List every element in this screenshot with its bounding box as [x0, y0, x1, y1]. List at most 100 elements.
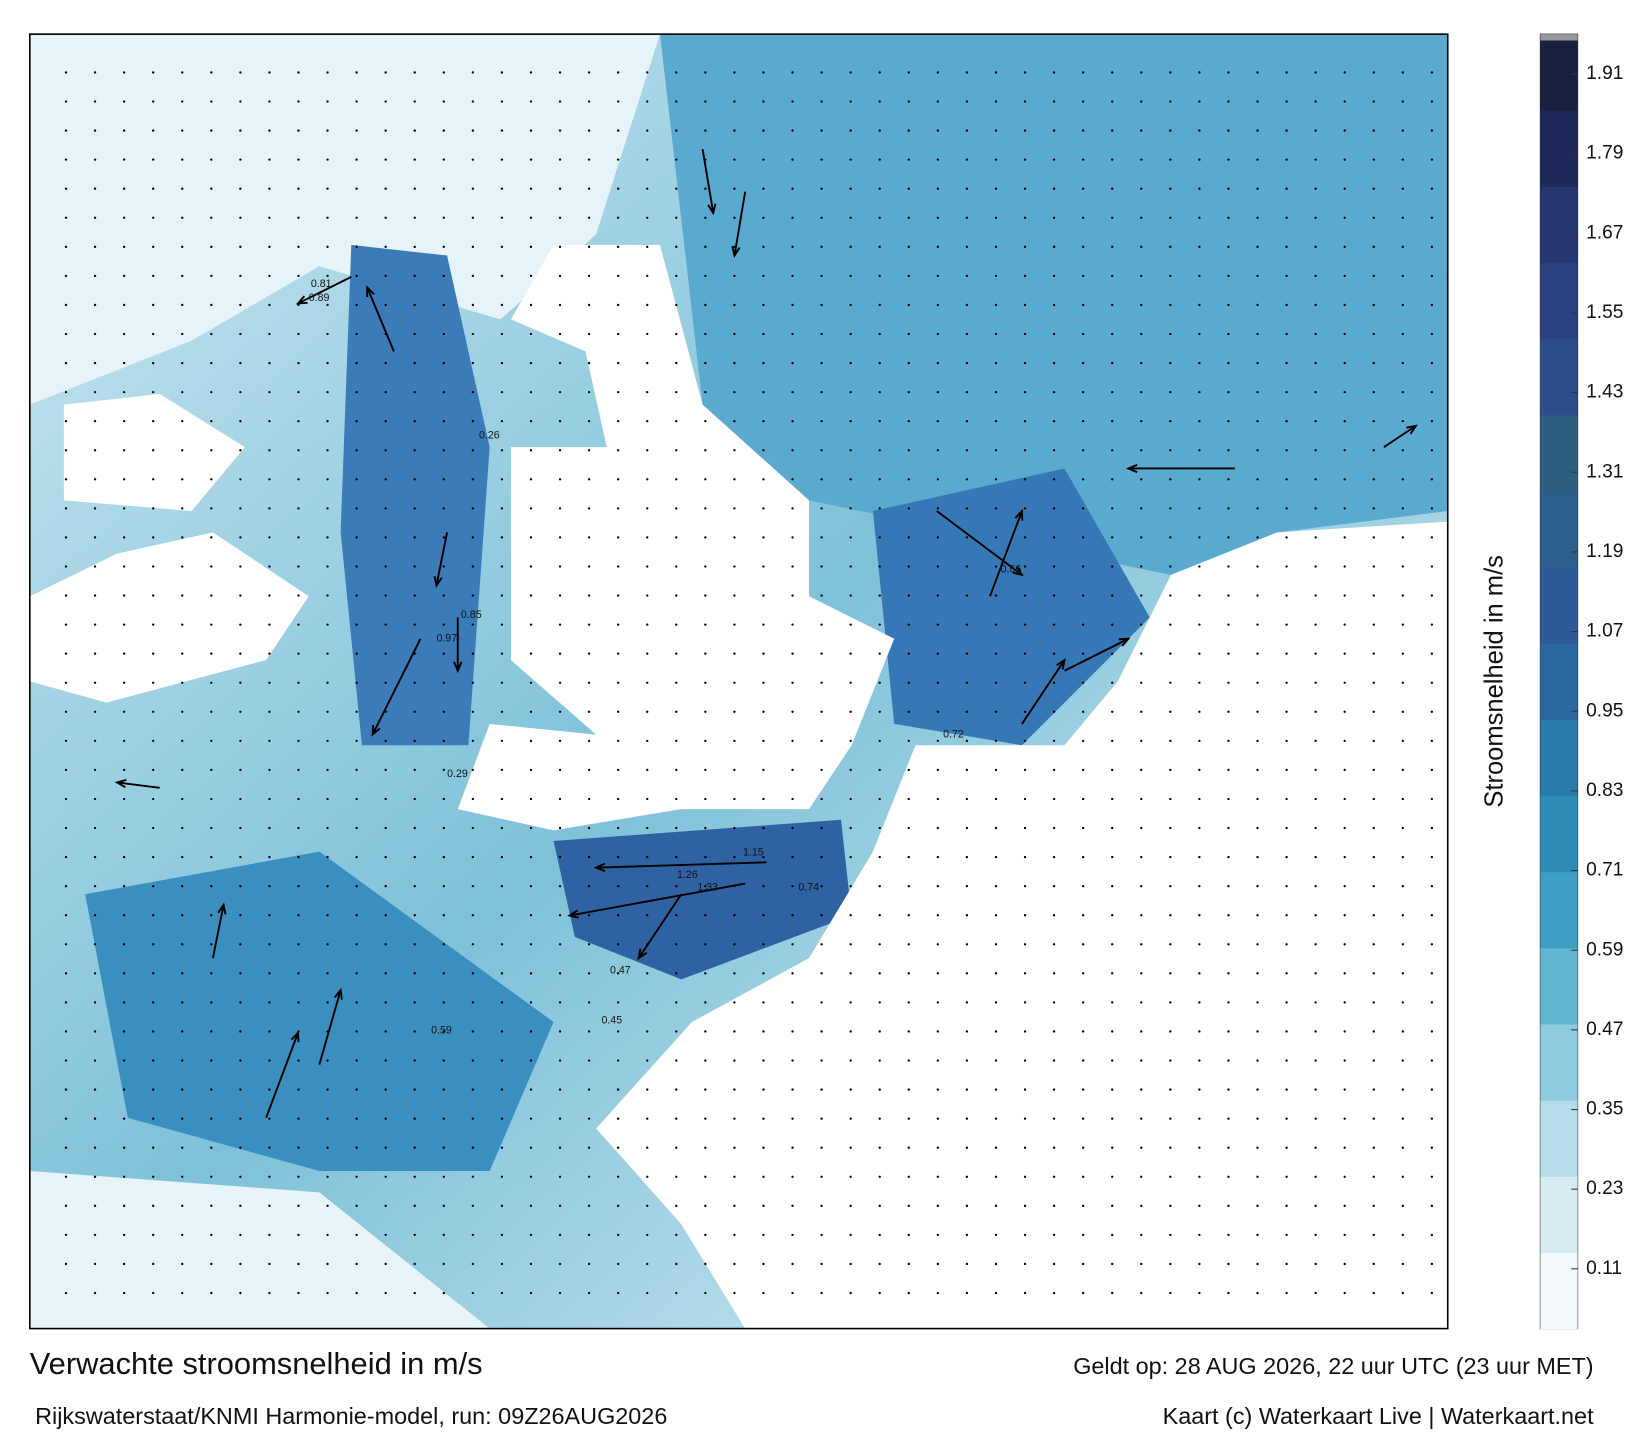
grid-dot [442, 681, 445, 684]
grid-dot [1256, 332, 1259, 336]
grid-dot [529, 855, 533, 859]
grid-dot [93, 594, 97, 597]
grid-dot [1430, 681, 1434, 684]
grid-dot [268, 1001, 271, 1004]
grid-dot [1111, 884, 1114, 888]
grid-dot [500, 1030, 504, 1033]
grid-dot [442, 100, 445, 103]
grid-dot [1023, 710, 1027, 713]
grid-dot [1198, 216, 1201, 219]
grid-dot [1169, 158, 1172, 161]
grid-dot [297, 507, 300, 510]
colorbar-tick-label: 0.71 [1586, 860, 1623, 881]
grid-dot [587, 855, 591, 859]
grid-dot [965, 129, 969, 132]
grid-dot [1314, 536, 1317, 539]
grid-dot [1169, 1059, 1172, 1062]
grid-dot [907, 361, 910, 365]
grid-dot [1256, 100, 1259, 103]
valid-time: Geldt op: 28 AUG 2026, 22 uur UTC (23 uu… [1073, 1353, 1593, 1379]
grid-dot [355, 216, 358, 219]
grid-dot [1111, 216, 1114, 219]
grid-dot [64, 972, 68, 975]
grid-dot [471, 274, 475, 278]
grid-dot [1314, 826, 1317, 830]
grid-dot [1227, 972, 1230, 975]
grid-dot [820, 710, 823, 713]
grid-dot [994, 710, 998, 713]
grid-dot [122, 245, 126, 248]
grid-dot [762, 1001, 765, 1004]
grid-dot [122, 943, 126, 946]
grid-dot [646, 855, 649, 859]
grid-dot [1081, 1233, 1085, 1237]
grid-dot [500, 943, 504, 946]
grid-dot [413, 449, 416, 452]
grid-dot [1140, 507, 1143, 510]
grid-dot [1111, 361, 1114, 365]
grid-dot [849, 1088, 852, 1091]
grid-dot [1314, 361, 1317, 365]
grid-dot [1430, 1291, 1434, 1295]
grid-dot [181, 1204, 184, 1208]
grid-dot [1314, 1030, 1317, 1033]
grid-dot [500, 1117, 504, 1120]
grid-dot [965, 855, 969, 859]
grid-dot [994, 1175, 998, 1178]
grid-dot [1372, 739, 1375, 743]
grid-dot [1430, 536, 1434, 539]
grid-dot [646, 884, 649, 888]
grid-dot [878, 652, 881, 655]
grid-dot [355, 507, 358, 510]
land [596, 521, 1448, 1329]
grid-dot [762, 739, 765, 743]
grid-dot [1430, 914, 1434, 917]
grid-dot [878, 1030, 881, 1033]
grid-dot [1023, 216, 1027, 219]
grid-dot [1372, 623, 1375, 626]
grid-dot [1023, 855, 1027, 859]
grid-dot [210, 768, 213, 772]
grid-dot [1198, 129, 1201, 132]
grid-dot [587, 565, 591, 568]
grid-dot [762, 507, 765, 510]
grid-dot [1169, 1088, 1172, 1091]
grid-dot [820, 1175, 823, 1178]
grid-dot [587, 71, 591, 74]
grid-dot [152, 216, 155, 219]
grid-dot [210, 1233, 213, 1237]
grid-dot [1023, 594, 1027, 597]
grid-dot [1343, 449, 1346, 452]
grid-dot [994, 826, 998, 830]
grid-dot [1227, 1175, 1230, 1178]
grid-dot [587, 478, 591, 481]
grid-dot [1081, 768, 1085, 772]
grid-dot [762, 1233, 765, 1237]
grid-dot [820, 943, 823, 946]
grid-dot [733, 710, 736, 713]
grid-dot [152, 303, 155, 307]
grid-dot [704, 914, 707, 917]
grid-dot [558, 797, 562, 801]
grid-dot [1314, 914, 1317, 917]
grid-dot [471, 303, 475, 307]
grid-dot [1227, 710, 1230, 713]
grid-dot [326, 507, 329, 510]
grid-dot [297, 1146, 300, 1149]
grid-dot [529, 1059, 533, 1062]
grid-dot [791, 972, 794, 975]
grid-dot [936, 826, 940, 830]
grid-dot [1372, 129, 1375, 132]
grid-dot [965, 390, 969, 394]
grid-dot [849, 420, 852, 423]
grid-dot [355, 768, 358, 772]
grid-dot [413, 1059, 416, 1062]
grid-dot [384, 826, 387, 830]
grid-dot [529, 390, 533, 394]
grid-dot [326, 1175, 329, 1178]
grid-dots [64, 71, 1434, 1295]
grid-dot [1111, 681, 1114, 684]
grid-dot [1140, 943, 1143, 946]
grid-dot [93, 768, 97, 772]
grid-dot [1169, 1175, 1172, 1178]
